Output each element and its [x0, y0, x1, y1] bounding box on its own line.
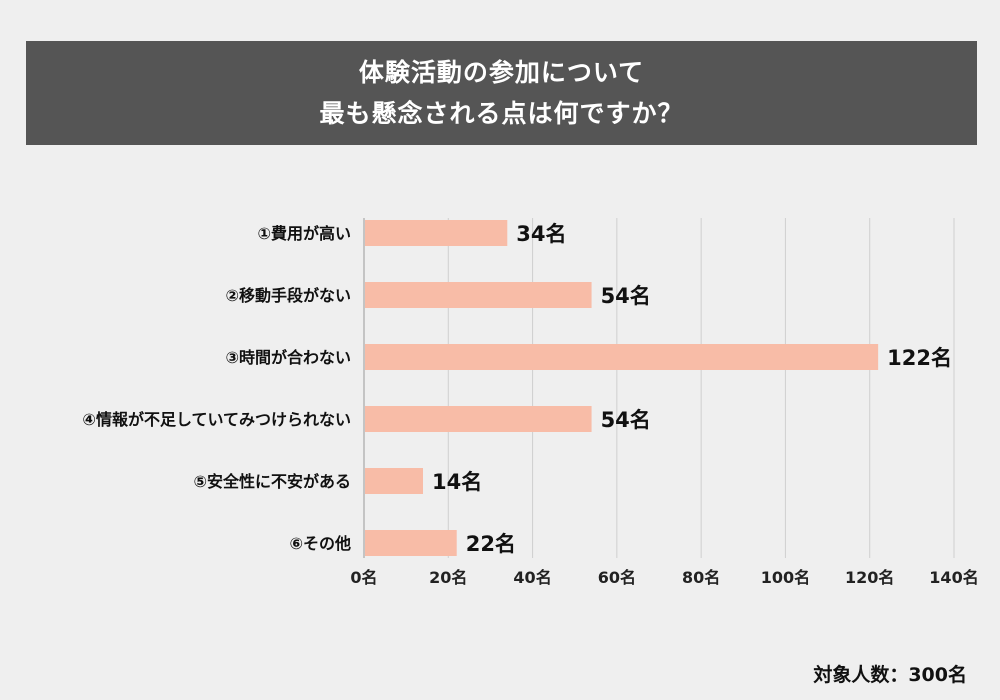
bar [365, 220, 508, 246]
title-banner: 体験活動の参加について 最も懸念される点は何ですか？ [26, 41, 977, 145]
value-label: 22名 [466, 532, 516, 556]
respondent-count: 対象人数：300名 [813, 664, 967, 686]
value-label: 54名 [601, 284, 651, 308]
bar [365, 530, 457, 556]
category-label: ③時間が合わない [225, 348, 351, 367]
title-line-1: 体験活動の参加について [358, 58, 645, 87]
category-label: ⑤安全性に不安がある [193, 472, 351, 491]
x-tick-label: 120名 [845, 568, 894, 587]
x-tick-label: 40名 [513, 568, 551, 587]
value-label: 34名 [516, 222, 566, 246]
bar [365, 468, 423, 494]
category-label: ⑥その他 [289, 534, 351, 553]
x-tick-label: 100名 [761, 568, 810, 587]
bar [365, 282, 592, 308]
x-tick-label: 140名 [929, 568, 978, 587]
x-tick-label: 20名 [429, 568, 467, 587]
bar [365, 406, 592, 432]
x-tick-label: 60名 [598, 568, 636, 587]
title-line-2: 最も懸念される点は何ですか？ [319, 99, 684, 128]
bar [365, 344, 879, 370]
category-label: ①費用が高い [257, 224, 351, 243]
value-label: 54名 [601, 408, 651, 432]
x-tick-label: 0名 [350, 568, 377, 587]
category-label: ②移動手段がない [225, 286, 351, 305]
value-label: 122名 [887, 346, 952, 370]
x-tick-label: 80名 [682, 568, 720, 587]
value-label: 14名 [432, 470, 482, 494]
category-label: ④情報が不足していてみつけられない [82, 410, 351, 429]
